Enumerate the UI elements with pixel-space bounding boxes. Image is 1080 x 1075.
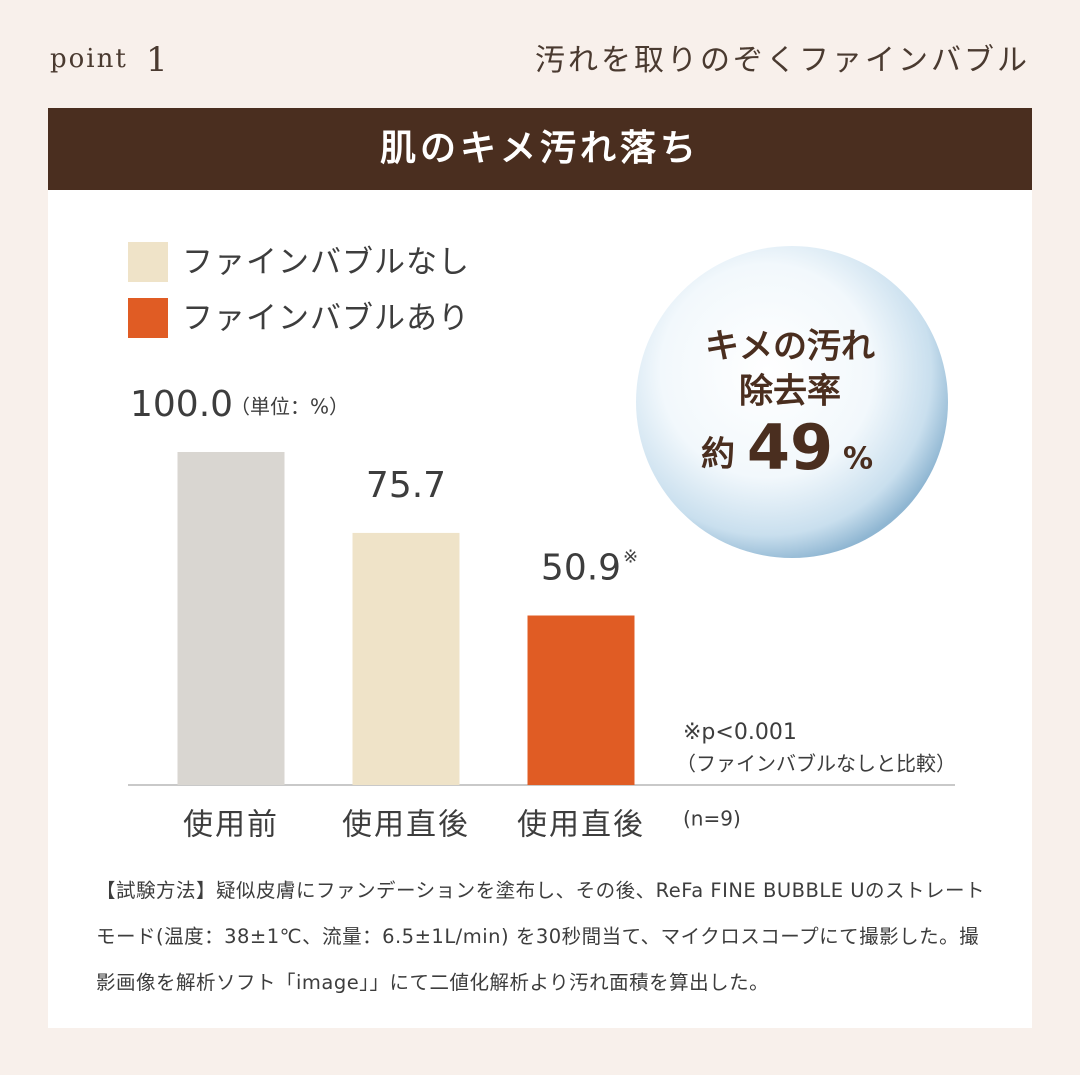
bubble-prefix: 約 — [701, 435, 735, 475]
method-text: 疑似皮膚にファンデーションを塗布し、その後、ReFa FINE BUBBLE U… — [96, 879, 986, 994]
value-label: 100.0 — [130, 384, 233, 425]
legend-swatch — [128, 298, 168, 338]
legend-label: ファインバブルあり — [182, 301, 470, 337]
significance-note: ※p<0.001 — [683, 720, 797, 745]
sample-size: (n=9) — [683, 807, 741, 831]
section-title: 汚れを取りのぞくファインバブル — [535, 43, 1030, 78]
value-label: 75.7 — [366, 465, 446, 506]
chart-title: 肌のキメ汚れ落ち — [380, 128, 700, 169]
bar — [177, 452, 285, 785]
bubble-value: 49 — [747, 411, 833, 484]
point-number: 1 — [146, 40, 168, 80]
legend-label: ファインバブルなし — [182, 245, 470, 281]
x-tick-label: 使用前 — [183, 808, 279, 843]
bubble-text: キメの汚れ — [705, 327, 875, 367]
title-bar — [48, 108, 1032, 190]
x-tick-label: 使用直後 — [517, 808, 645, 843]
x-tick-label: 使用直後 — [342, 808, 470, 843]
significance-mark: ※ — [623, 547, 638, 568]
comparison-note: （ファインバブルなしと比較） — [676, 752, 956, 776]
method-heading: 【試験方法】 — [96, 879, 217, 902]
bubble — [636, 246, 948, 558]
unit-note: （単位：%） — [230, 395, 349, 419]
value-label: 50.9 — [541, 548, 621, 589]
bar — [352, 532, 460, 785]
point-label: point — [50, 44, 128, 74]
bar — [527, 615, 635, 785]
method: 【試験方法】疑似皮膚にファンデーションを塗布し、その後、ReFa FINE BU… — [96, 868, 991, 1006]
bubble-text: 除去率 — [739, 372, 841, 412]
bubble-unit: % — [843, 442, 873, 477]
legend-swatch — [128, 242, 168, 282]
